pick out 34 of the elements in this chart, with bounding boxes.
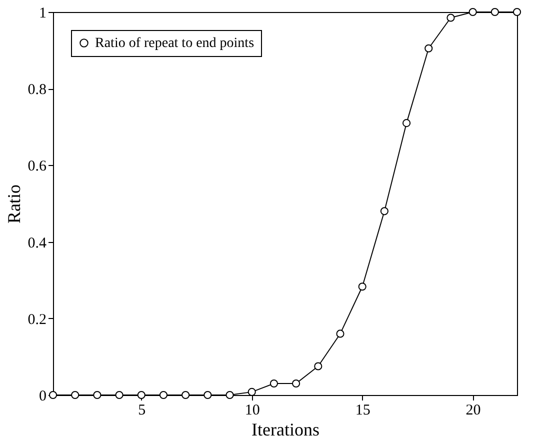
point	[226, 390, 234, 400]
point	[358, 282, 366, 291]
x-axis-title: Iterations	[252, 420, 320, 440]
point	[336, 330, 344, 338]
point	[490, 8, 499, 16]
y-tick-label: 0	[39, 388, 46, 404]
point	[115, 390, 124, 400]
y-tick-label: 0.8	[28, 82, 46, 98]
point	[248, 388, 256, 396]
x-tick-label: 20	[466, 402, 481, 418]
point	[446, 14, 455, 22]
point	[402, 119, 411, 128]
point	[380, 207, 388, 216]
legend-label: Ratio of repeat to end points	[95, 36, 254, 51]
point	[468, 8, 477, 16]
point	[292, 379, 300, 388]
x-tick-label: 10	[244, 402, 260, 418]
point	[93, 390, 102, 400]
point	[159, 390, 168, 400]
y-axis-title: Ratio	[4, 184, 24, 224]
x-tick-label: 15	[355, 402, 370, 418]
point	[270, 379, 278, 388]
point	[204, 390, 212, 400]
point	[182, 390, 190, 400]
y-tick-label: 0.6	[28, 158, 47, 175]
point	[137, 390, 146, 400]
point	[71, 390, 80, 400]
y-tick-label: 0.2	[28, 312, 46, 328]
point	[314, 362, 322, 370]
point	[512, 8, 522, 16]
point	[424, 44, 433, 52]
x-tick-label: 5	[138, 402, 146, 418]
y-tick-label: 0.4	[28, 235, 47, 252]
y-tick-label: 1	[39, 6, 46, 22]
